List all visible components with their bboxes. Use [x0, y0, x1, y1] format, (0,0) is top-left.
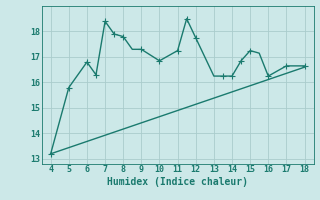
X-axis label: Humidex (Indice chaleur): Humidex (Indice chaleur): [107, 177, 248, 187]
